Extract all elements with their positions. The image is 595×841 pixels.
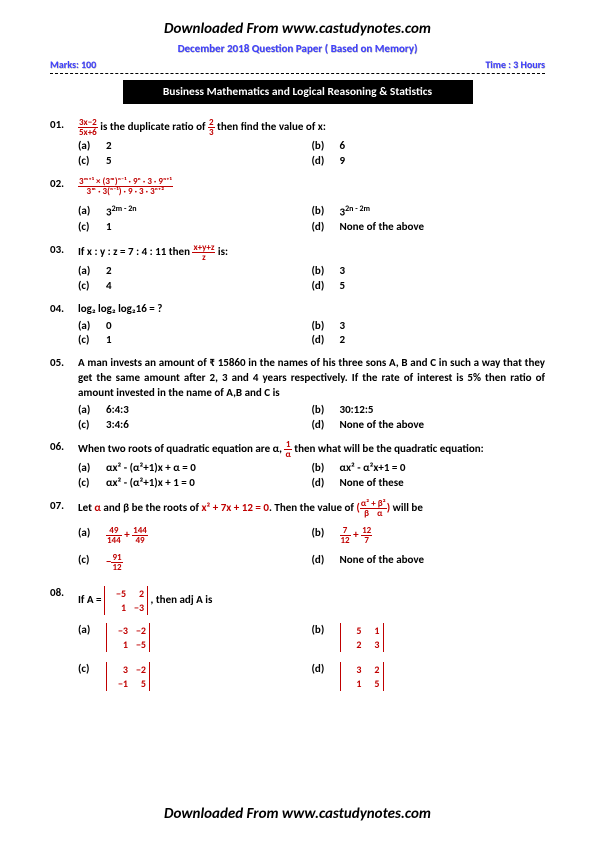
q03-num: 03. bbox=[50, 243, 78, 294]
q07-eq: x² + 7x + 12 = 0 bbox=[201, 501, 268, 514]
q03-text2: is: bbox=[218, 245, 228, 258]
q05-a: 6:4:3 bbox=[106, 403, 129, 418]
q06-num: 06. bbox=[50, 440, 78, 491]
time-label: Time : 3 Hours bbox=[485, 58, 545, 71]
q01-b: 6 bbox=[340, 139, 346, 154]
q03-frac: x+y+zz bbox=[192, 243, 215, 262]
q05-c: 3:4:6 bbox=[106, 418, 129, 433]
header-top: Downloaded From www.castudynotes.com bbox=[50, 20, 545, 38]
q05-d: None of the above bbox=[340, 418, 425, 433]
q08-b: 51 23 bbox=[340, 623, 384, 652]
q06-frac: 1α bbox=[284, 440, 291, 459]
q04-b: 3 bbox=[340, 319, 346, 334]
q02-a: 32m - 2n bbox=[106, 204, 137, 221]
question-07: 07. Let α and β be the roots of x² + 7x … bbox=[50, 499, 545, 572]
q03-c: 4 bbox=[106, 279, 112, 294]
marks-label: Marks: 100 bbox=[50, 58, 96, 71]
question-05: 05. A man invests an amount of ₹ 15860 i… bbox=[50, 356, 545, 432]
q03-b: 3 bbox=[340, 264, 346, 279]
q03-a: 2 bbox=[106, 264, 112, 279]
q07-num: 07. bbox=[50, 499, 78, 572]
question-02: 02. 3ᵐ⁺¹ × (3ᵐ)ⁿ⁻¹ · 9ⁿ · 3 · 9ⁿ⁺¹3ᵐ · 3… bbox=[50, 177, 545, 235]
divider bbox=[50, 73, 545, 74]
q02-frac: 3ᵐ⁺¹ × (3ᵐ)ⁿ⁻¹ · 9ⁿ · 3 · 9ⁿ⁺¹3ᵐ · 3(ⁿ⁻¹… bbox=[78, 177, 173, 196]
subject-title: Business Mathematics and Logical Reasoni… bbox=[123, 80, 473, 104]
q07-d: None of the above bbox=[340, 553, 425, 568]
q01-text2: then find the value of x: bbox=[217, 120, 326, 133]
footer: Downloaded From www.castudynotes.com bbox=[0, 805, 595, 823]
q02-b: 32n - 2m bbox=[340, 204, 371, 221]
q08-matrix: −52 1−3 bbox=[104, 586, 148, 615]
q01-a: 2 bbox=[106, 139, 112, 154]
q06-a: αx² - (α²+1)x + α = 0 bbox=[106, 461, 196, 476]
q06-b: αx² - α²x+1 = 0 bbox=[340, 461, 406, 476]
q01-frac1: 3x−25x+6 bbox=[78, 118, 98, 137]
q03-d: 5 bbox=[340, 279, 346, 294]
question-03: 03. If x : y : z = 7 : 4 : 11 then x+y+z… bbox=[50, 243, 545, 294]
q04-num: 04. bbox=[50, 302, 78, 349]
q08-d: 32 15 bbox=[340, 662, 384, 691]
q04-d: 2 bbox=[340, 333, 346, 348]
header-subtitle: December 2018 Question Paper ( Based on … bbox=[50, 42, 545, 55]
q06-c: αx² - (α²+1)x + 1 = 0 bbox=[106, 476, 195, 491]
q05-text: A man invests an amount of ₹ 15860 in th… bbox=[78, 356, 545, 401]
q05-b: 30:12:5 bbox=[340, 403, 374, 418]
q01-num: 01. bbox=[50, 118, 78, 169]
question-06: 06. When two roots of quadratic equation… bbox=[50, 440, 545, 491]
q04-a: 0 bbox=[106, 319, 112, 334]
question-08: 08. If A = −52 1−3 , then adj A is (a) −… bbox=[50, 586, 545, 691]
q07-b: 712 + 127 bbox=[340, 526, 373, 545]
q04-text: log₂ log₂ log₂16 = ? bbox=[78, 302, 545, 317]
q08-c: 3−2 −15 bbox=[106, 662, 150, 691]
q01-frac2: 23 bbox=[208, 118, 215, 137]
q07-a: 49144 + 14449 bbox=[106, 526, 148, 545]
q01-text1: is the duplicate ratio of bbox=[100, 120, 205, 133]
q03-text1: If x : y : z = 7 : 4 : 11 then bbox=[78, 245, 192, 258]
q04-c: 1 bbox=[106, 333, 112, 348]
q06-d: None of these bbox=[340, 476, 404, 491]
q06-text2: then what will be the quadratic equation… bbox=[294, 443, 483, 456]
q07-c: −9112 bbox=[106, 553, 123, 572]
q08-num: 08. bbox=[50, 586, 78, 691]
q05-num: 05. bbox=[50, 356, 78, 432]
q02-c: 1 bbox=[106, 220, 112, 235]
question-04: 04. log₂ log₂ log₂16 = ? (a)0 (c)1 (b)3 … bbox=[50, 302, 545, 349]
q07-valfrac: α² + β²β α bbox=[360, 499, 387, 518]
q01-c: 5 bbox=[106, 154, 112, 169]
q08-a: −3−2 1−5 bbox=[106, 623, 150, 652]
q02-num: 02. bbox=[50, 177, 78, 235]
q01-d: 9 bbox=[340, 154, 346, 169]
question-01: 01. 3x−25x+6 is the duplicate ratio of 2… bbox=[50, 118, 545, 169]
q02-d: None of the above bbox=[340, 220, 425, 235]
q06-text1: When two roots of quadratic equation are… bbox=[78, 443, 284, 456]
